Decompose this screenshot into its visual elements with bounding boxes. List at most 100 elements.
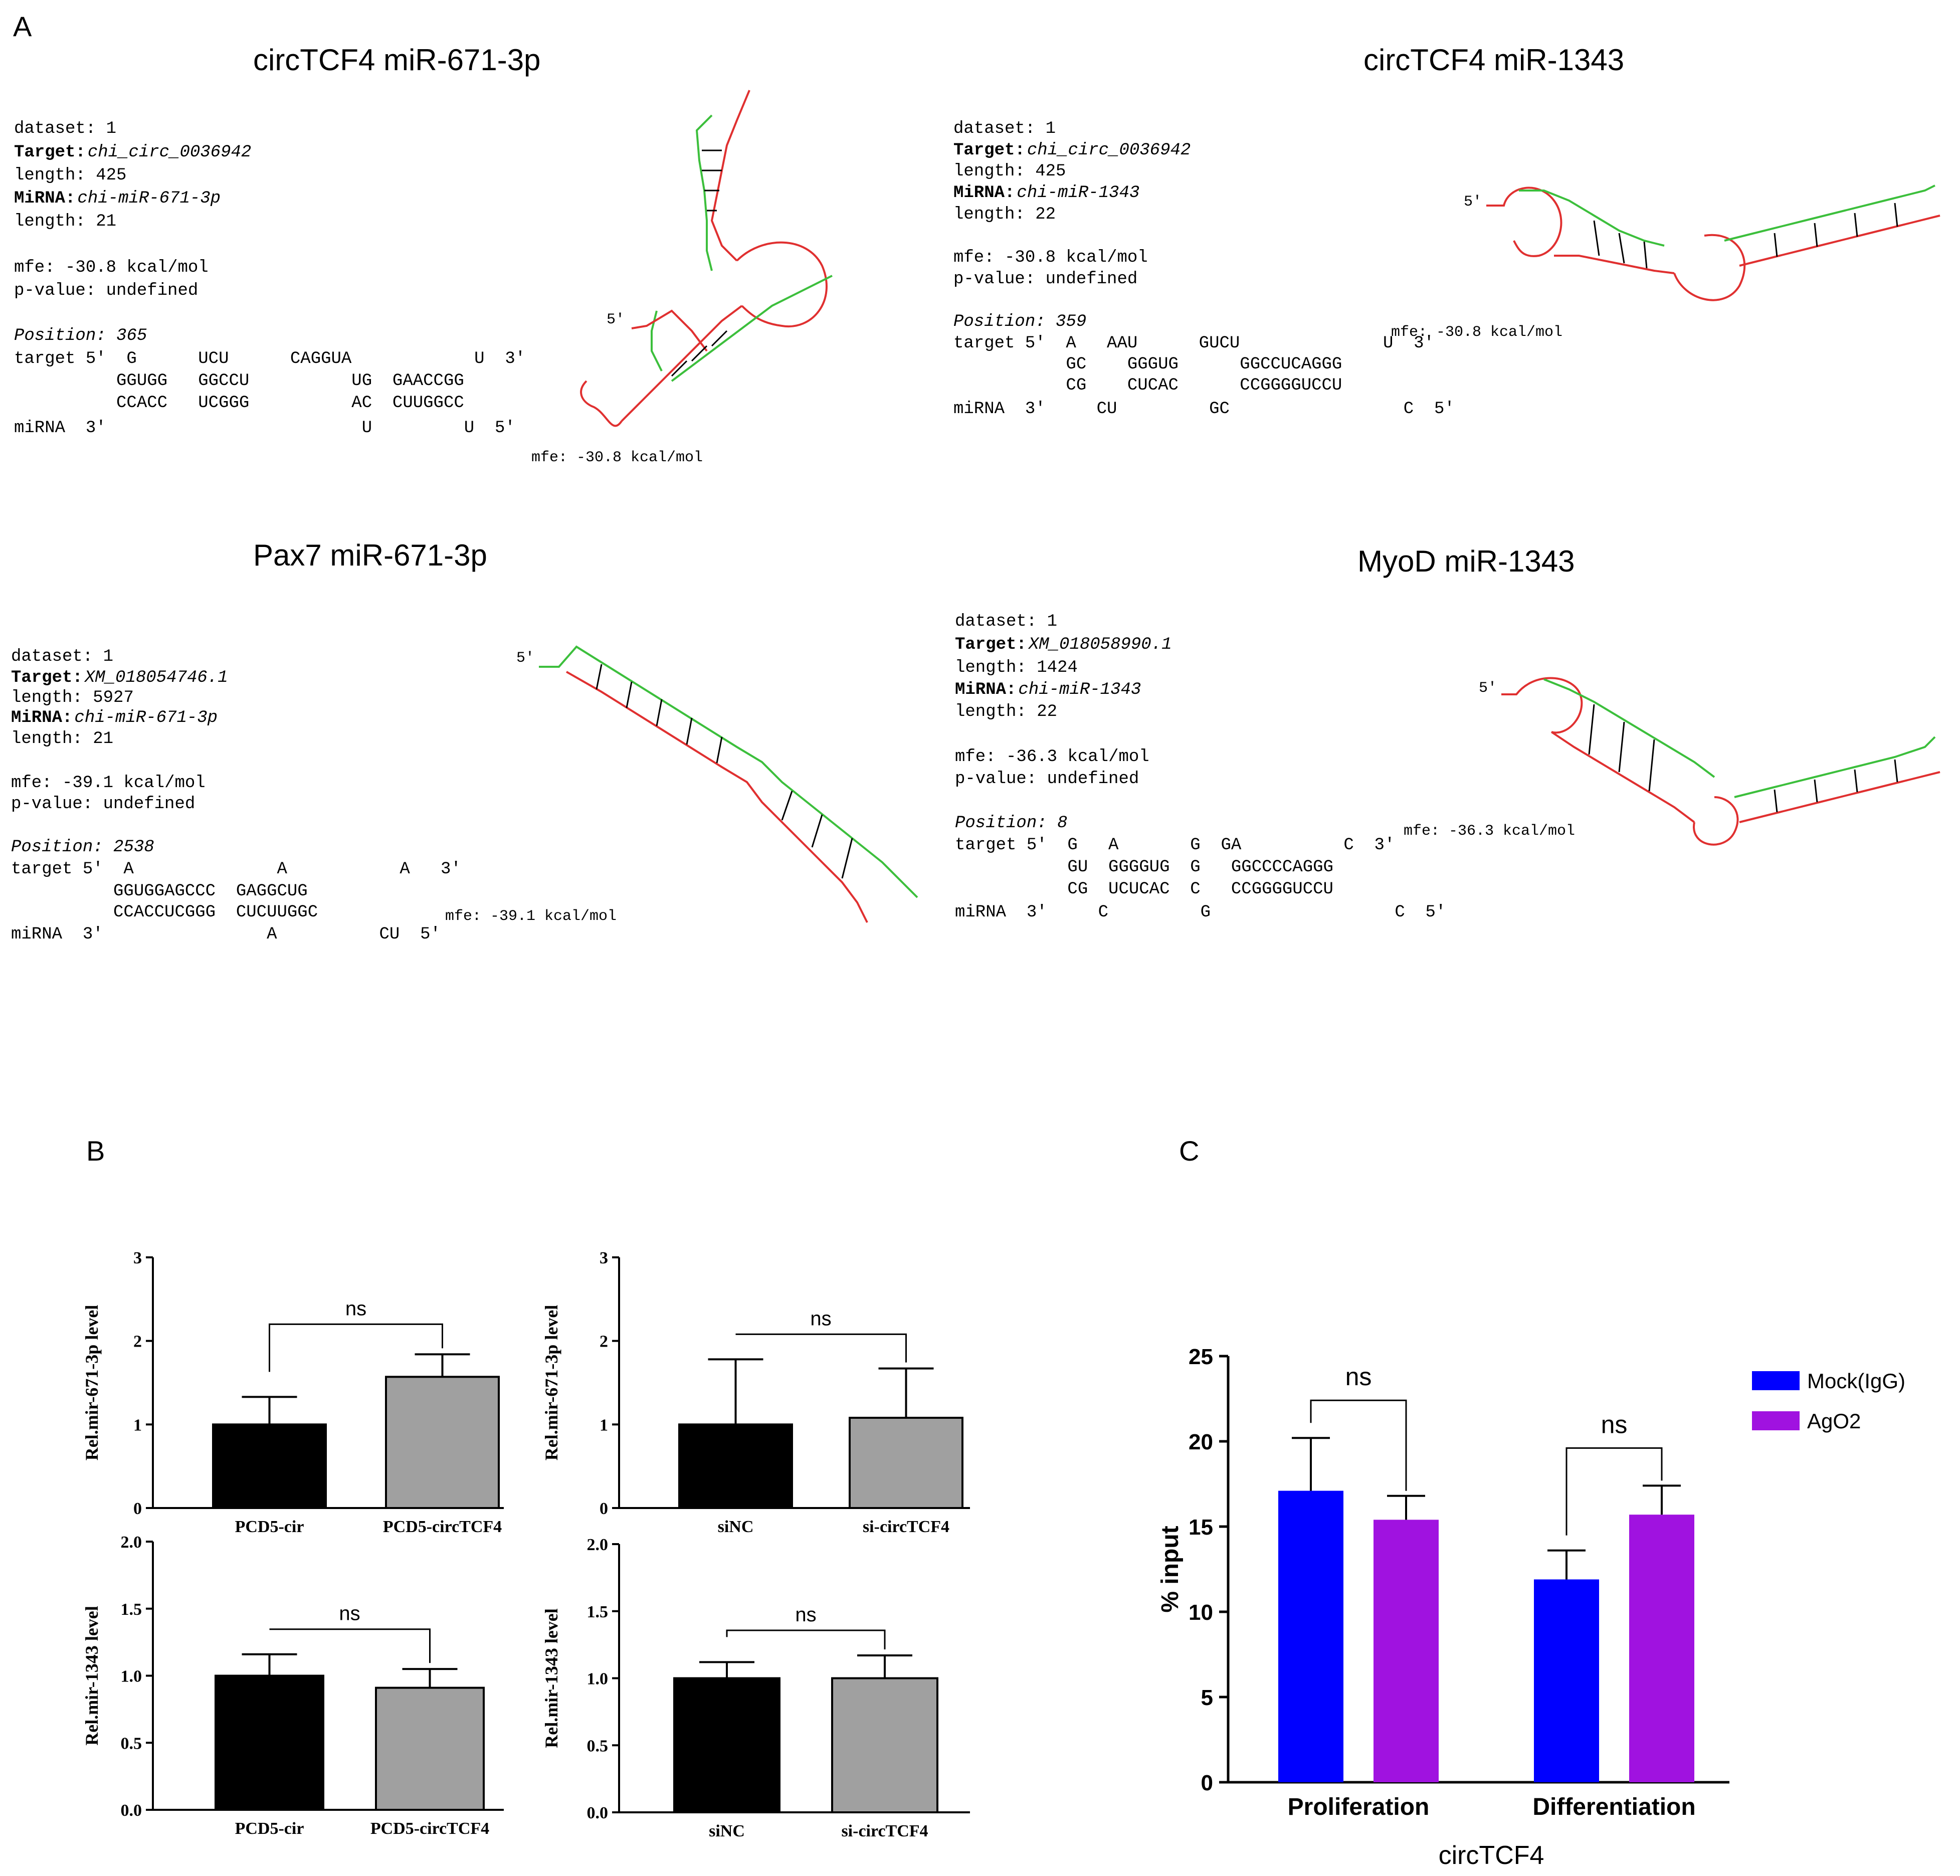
svg-text:p-value: undefined: p-value: undefined	[953, 270, 1137, 289]
svg-text:5': 5'	[1479, 680, 1497, 697]
bar-chart-mir671-knockdown: 0 1 2 3 Rel.mir-671-3p level siNC si-circTCF4 n…	[541, 1249, 970, 1536]
panel-label-a: A	[13, 11, 32, 42]
svg-text:5': 5'	[516, 650, 534, 667]
svg-text:5': 5'	[607, 311, 625, 328]
svg-text:length: 21: length: 21	[11, 729, 113, 748]
y-tick-label: 25	[1189, 1345, 1213, 1369]
svg-text:Target: chi_circ_0036942: Target: chi_circ_0036942	[953, 141, 1191, 160]
svg-text:Target: chi_circ_0036942: Target: chi_circ_0036942	[14, 143, 251, 162]
mfe-label: mfe: -39.1 kcal/mol	[445, 908, 617, 925]
x-tick-label: si-circTCF4	[863, 1518, 949, 1536]
y-tick-label: 1.5	[587, 1603, 609, 1621]
bar-chart-mir1343-knockdown: 0.0 0.5 1.0 1.5 2.0 Rel.mir-1343 level siNC si-…	[541, 1536, 970, 1840]
mfe-label: mfe: -30.8 kcal/mol	[1391, 324, 1562, 341]
y-tick-label: 1.0	[587, 1670, 609, 1689]
panel-title: circTCF4 miR-671-3p	[253, 43, 540, 77]
alignment-line: miRNA 3' U U 5'	[14, 419, 515, 438]
bar	[831, 1677, 938, 1813]
info-key: dataset:	[14, 119, 96, 138]
alignment-line: target 5' A A A 3'	[11, 860, 461, 879]
alignment-line: target 5' G UCU CAGGUA U 3'	[14, 349, 525, 368]
alignment-line: GC GGGUG GGCCUCAGGG	[953, 355, 1342, 374]
x-tick-label: Differentiation	[1532, 1794, 1695, 1820]
info-key: MiRNA:	[14, 189, 75, 208]
panel-label-b: B	[86, 1135, 105, 1167]
legend-label: Mock(IgG)	[1807, 1369, 1905, 1393]
rna-duplex-structure: 5'	[1479, 677, 1940, 846]
svg-text:p-value: undefined: p-value: undefined	[11, 795, 195, 814]
y-tick-label: 2	[133, 1333, 142, 1351]
info-key: mfe:	[14, 258, 55, 277]
bar-chart-mir1343-overexpression: 0.0 0.5 1.0 1.5 2.0 Rel.mir-1343 level PCD5-ci…	[82, 1533, 504, 1838]
svg-text:mfe: -39.1 kcal/mol: mfe: -39.1 kcal/mol	[11, 774, 206, 793]
y-axis-label: Rel.mir-671-3p level	[541, 1305, 561, 1461]
svg-text:p-value: undefined: p-value: undefined	[955, 770, 1139, 789]
x-tick-label: PCD5-cir	[235, 1819, 304, 1838]
x-tick-label: PCD5-circTCF4	[383, 1518, 502, 1536]
svg-text:length: 22: length: 22	[953, 205, 1056, 224]
bar-mock-igg-	[1534, 1579, 1599, 1782]
y-tick-label: 1.5	[121, 1600, 142, 1619]
significance-label: ns	[1601, 1410, 1628, 1438]
y-tick-label: 0	[1201, 1771, 1213, 1795]
info-key: length:	[14, 166, 86, 185]
significance-bracket	[1310, 1399, 1407, 1491]
legend-swatch	[1752, 1371, 1800, 1390]
y-tick-label: 3	[600, 1249, 608, 1267]
svg-text:Target: XM_018058990.1: Target: XM_018058990.1	[955, 635, 1171, 654]
x-axis-label: circTCF4	[1439, 1841, 1544, 1870]
significance-label: ns	[345, 1297, 366, 1320]
y-tick-label: 1.0	[121, 1667, 142, 1686]
svg-text:Position: 2538: Position: 2538	[11, 838, 154, 857]
info-block: dataset: 1 Target: chi_circ_0036942 leng…	[953, 119, 1455, 419]
y-axis-label: Rel.mir-1343 level	[82, 1606, 102, 1746]
svg-text:length: 1424: length: 1424	[955, 658, 1078, 677]
info-block: dataset: 1 Target: chi_circ_0036942 leng…	[14, 119, 525, 438]
svg-text:Target: XM_018054746.1: Target: XM_018054746.1	[11, 668, 228, 687]
info-key: Position:	[14, 326, 106, 345]
info-key: length:	[14, 212, 86, 231]
svg-text:Position: 359: Position: 359	[953, 312, 1086, 331]
significance-bracket	[735, 1333, 907, 1363]
alignment-line: CG UCUCAC C CCGGGGUCCU	[955, 880, 1333, 899]
y-tick-label: 0	[133, 1499, 142, 1518]
x-tick-label: PCD5-cir	[235, 1518, 304, 1536]
info-block: dataset: 1 Target: XM_018058990.1 length…	[955, 612, 1446, 922]
alignment-line: GGUGG GGCCU UG GAACCGG	[14, 371, 464, 391]
mfe-label: mfe: -36.3 kcal/mol	[1404, 823, 1575, 840]
x-tick-label: Proliferation	[1288, 1794, 1430, 1820]
svg-text:mfe: -30.8 kcal/mol: mfe: -30.8 kcal/mol	[14, 258, 209, 277]
rnahybrid-panel-pax7-mir671: Pax7 miR-671-3p dataset: 1 Target: XM_01…	[11, 538, 918, 944]
info-value: -30.8 kcal/mol	[65, 258, 209, 277]
alignment-line: miRNA 3' C G C 5'	[955, 903, 1446, 922]
alignment-line: CCACC UCGGG AC CUUGGCC	[14, 394, 464, 413]
panel-title: circTCF4 miR-1343	[1363, 43, 1624, 77]
info-value: 425	[96, 166, 126, 185]
bar	[375, 1686, 485, 1811]
bar	[673, 1677, 780, 1813]
y-tick-label: 2	[600, 1333, 608, 1351]
info-key: p-value:	[14, 281, 96, 300]
y-tick-label: 1	[600, 1416, 608, 1434]
rnahybrid-panel-myod-mir1343: MyoD miR-1343 dataset: 1 Target: XM_0180…	[955, 544, 1940, 922]
y-tick-label: 10	[1189, 1600, 1213, 1625]
bar	[849, 1417, 963, 1509]
bar-mock-igg-	[1278, 1490, 1343, 1782]
y-tick-label: 1	[133, 1416, 142, 1434]
y-axis-label: Rel.mir-1343 level	[541, 1608, 561, 1748]
alignment-line: CCACCUCGGG CUCUUGGC	[11, 903, 318, 922]
info-value: 1	[106, 119, 116, 138]
alignment-line: GU GGGGUG G GGCCCCAGGG	[955, 858, 1333, 877]
svg-text:dataset: 1: dataset: 1	[953, 119, 1056, 138]
y-tick-label: 0.5	[587, 1737, 609, 1755]
svg-text:dataset: 1: dataset: 1	[11, 647, 113, 666]
svg-text:length: 5927: length: 5927	[11, 688, 134, 707]
significance-bracket	[269, 1628, 431, 1663]
mfe-label: mfe: -30.8 kcal/mol	[531, 449, 703, 466]
significance-label: ns	[795, 1604, 816, 1626]
svg-text:MiRNA: chi-miR-1343: MiRNA: chi-miR-1343	[955, 680, 1141, 699]
bar	[678, 1423, 793, 1509]
bar	[215, 1674, 324, 1811]
svg-text:length: 21: length: 21	[14, 212, 116, 231]
